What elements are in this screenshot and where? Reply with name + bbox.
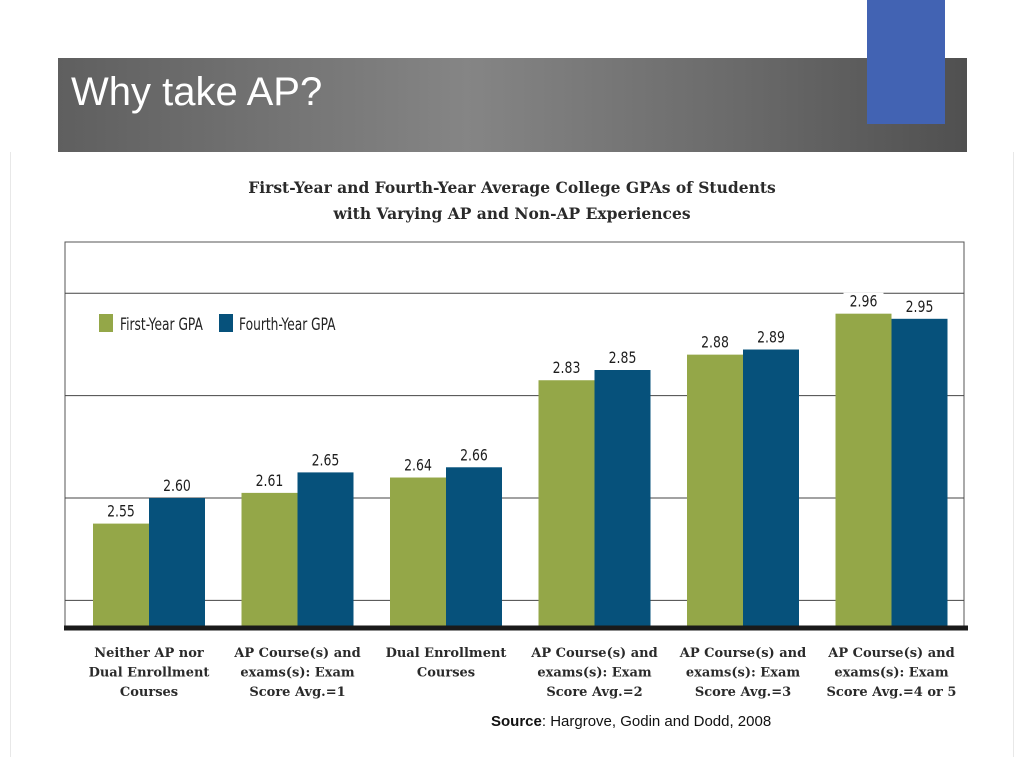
legend-swatch-fourth-year — [219, 314, 233, 332]
value-label-first-year-1: 2.61 — [256, 472, 284, 490]
category-label-line: exams(s): Exam — [834, 666, 949, 681]
category-label-line: exams(s): Exam — [240, 666, 355, 681]
legend-swatch-first-year — [99, 314, 113, 332]
value-label-first-year-2: 2.64 — [404, 457, 432, 475]
value-label-fourth-year-4: 2.89 — [757, 329, 785, 347]
value-label-bg-0-4 — [695, 333, 735, 352]
category-label-line: exams(s): Exam — [686, 666, 801, 681]
category-label-5: AP Course(s) and exams(s): Exam Score Avg.… — [827, 646, 957, 700]
category-label-line: AP Course(s) and — [827, 646, 954, 661]
category-label-line: Courses — [417, 666, 475, 681]
source-citation: Source: Hargrove, Godin and Dodd, 2008 — [491, 713, 771, 730]
bar-first-year-0 — [93, 523, 149, 626]
bar-first-year-2 — [390, 477, 446, 626]
bar-first-year-1 — [241, 492, 298, 626]
source-text: : Hargrove, Godin and Dodd, 2008 — [541, 713, 772, 730]
category-label-line: Neither AP nor — [94, 646, 204, 661]
chart-title-line-2: with Varying AP and Non-AP Experiences — [333, 204, 691, 223]
bar-first-year-3 — [538, 380, 595, 626]
bar-fourth-year-5 — [891, 318, 948, 626]
category-label-0: Neither AP nor Dual Enrollment Courses — [89, 646, 210, 700]
value-label-bg-0-0 — [101, 502, 141, 521]
legend-label-fourth-year: Fourth-Year GPA — [239, 315, 336, 335]
value-label-fourth-year-3: 2.85 — [609, 350, 637, 368]
category-label-line: AP Course(s) and — [233, 646, 360, 661]
category-label-line: Dual Enrollment — [89, 666, 210, 681]
bar-fourth-year-2 — [446, 467, 502, 626]
category-label-line: Courses — [120, 685, 178, 700]
category-label-line: Score Avg.=2 — [546, 685, 642, 700]
category-label-line: Dual Enrollment — [386, 646, 507, 661]
value-label-bg-0-1 — [249, 471, 290, 490]
value-label-bg-1-1 — [305, 451, 346, 470]
category-label-line: Score Avg.=1 — [249, 685, 345, 700]
category-label-2: Dual Enrollment Courses — [386, 646, 507, 681]
chart-title-line-1: First-Year and Fourth-Year Average Colle… — [248, 178, 776, 197]
bar-fourth-year-4 — [743, 349, 799, 626]
bar-fourth-year-0 — [149, 498, 205, 626]
category-label-1: AP Course(s) and exams(s): Exam Score Avg.… — [233, 646, 360, 700]
value-label-bg-1-0 — [157, 477, 197, 495]
value-label-fourth-year-1: 2.65 — [312, 452, 340, 470]
category-label-line: AP Course(s) and — [679, 646, 806, 661]
value-label-bg-0-5 — [843, 292, 884, 311]
source-label: Source — [491, 713, 542, 730]
category-label-line: AP Course(s) and — [530, 646, 657, 661]
value-label-fourth-year-2: 2.66 — [460, 447, 488, 465]
value-label-fourth-year-0: 2.60 — [163, 478, 191, 496]
bar-first-year-5 — [835, 313, 892, 626]
value-label-bg-0-3 — [546, 359, 587, 378]
value-label-fourth-year-5: 2.95 — [906, 298, 934, 316]
value-label-bg-0-2 — [398, 456, 438, 475]
value-label-bg-1-5 — [899, 297, 940, 316]
category-label-line: Score Avg.=4 or 5 — [827, 685, 957, 700]
value-label-first-year-0: 2.55 — [107, 503, 135, 521]
value-label-first-year-3: 2.83 — [553, 360, 581, 378]
value-label-bg-1-3 — [602, 349, 643, 367]
slide-title: Why take AP? — [71, 70, 323, 114]
value-label-first-year-4: 2.88 — [701, 334, 729, 352]
bar-first-year-4 — [687, 354, 743, 626]
category-label-line: exams(s): Exam — [537, 666, 652, 681]
bar-fourth-year-1 — [297, 472, 354, 626]
value-label-bg-1-4 — [751, 328, 791, 347]
value-label-bg-1-2 — [454, 446, 494, 465]
accent-block — [867, 0, 945, 124]
legend-label-first-year: First-Year GPA — [120, 315, 203, 335]
category-label-4: AP Course(s) and exams(s): Exam Score Avg.… — [679, 646, 806, 700]
value-label-first-year-5: 2.96 — [850, 293, 878, 311]
category-label-3: AP Course(s) and exams(s): Exam Score Avg.… — [530, 646, 657, 700]
category-label-line: Score Avg.=3 — [695, 685, 791, 700]
bar-fourth-year-3 — [594, 370, 651, 626]
